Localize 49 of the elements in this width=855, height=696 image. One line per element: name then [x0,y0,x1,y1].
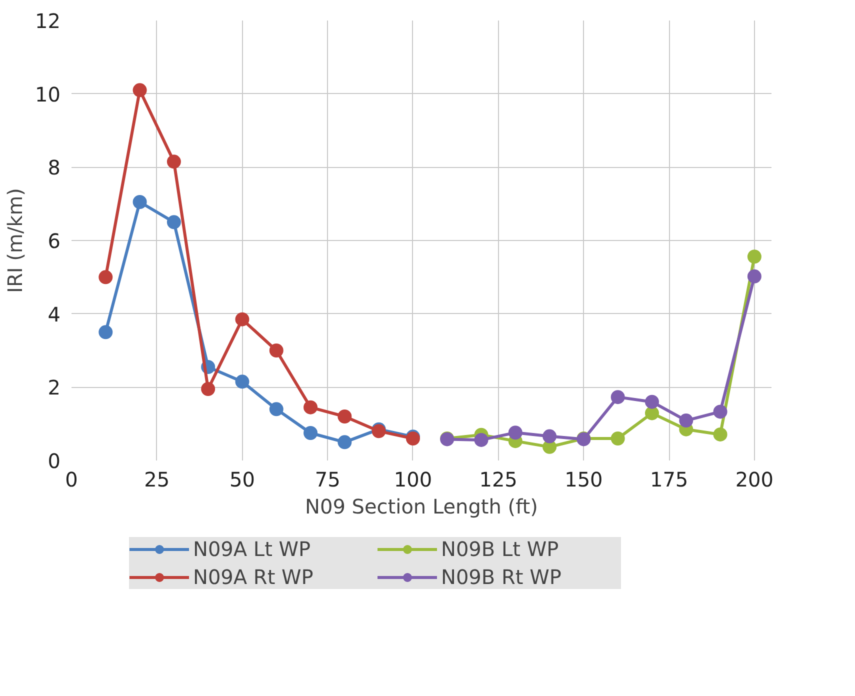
point [166,154,181,169]
point [644,394,659,409]
legend-label: N09B Lt WP [440,537,560,561]
point [166,215,181,230]
point [713,404,728,419]
point [747,269,762,284]
y-tick-label: 4 [48,302,61,326]
x-tick-label: 100 [394,468,432,492]
x-tick-label: 125 [479,468,518,492]
point [679,414,694,428]
point [747,250,762,264]
legend-label: N09A Lt WP [192,537,312,561]
y-tick-label: 12 [35,9,61,33]
y-tick-label: 10 [35,82,61,106]
point [508,426,522,440]
x-axis-title: N09 Section Length (ft) [305,494,538,518]
point [235,374,250,389]
x-tick-label: 25 [144,468,170,492]
point [610,432,625,446]
point [338,410,352,424]
y-tick-label: 0 [48,449,61,473]
y-tick-label: 2 [48,376,61,400]
point [304,426,318,440]
point [713,427,728,442]
x-tick-label: 150 [564,468,603,492]
point [98,325,113,340]
legend-label: N09B Rt WP [440,565,562,589]
x-tick-label: 175 [650,468,688,492]
x-tick-label: 75 [314,468,340,492]
point [269,402,284,416]
point [304,400,318,414]
point [338,435,352,450]
point [132,195,147,209]
x-tick-label: 200 [735,468,774,492]
x-tick-label: 50 [230,468,255,492]
y-tick-label: 8 [48,156,61,180]
point [610,390,625,404]
x-tick-label: 0 [65,468,78,492]
point [269,344,284,358]
point [235,312,250,326]
point [201,382,216,396]
point [644,406,659,420]
legend-label: N09A Rt WP [192,565,314,589]
point [474,432,488,447]
point [542,429,557,444]
y-tick-label: 6 [48,229,61,253]
y-axis-title: IRI (m/km) [3,188,28,293]
point [98,270,113,284]
point [132,83,147,98]
